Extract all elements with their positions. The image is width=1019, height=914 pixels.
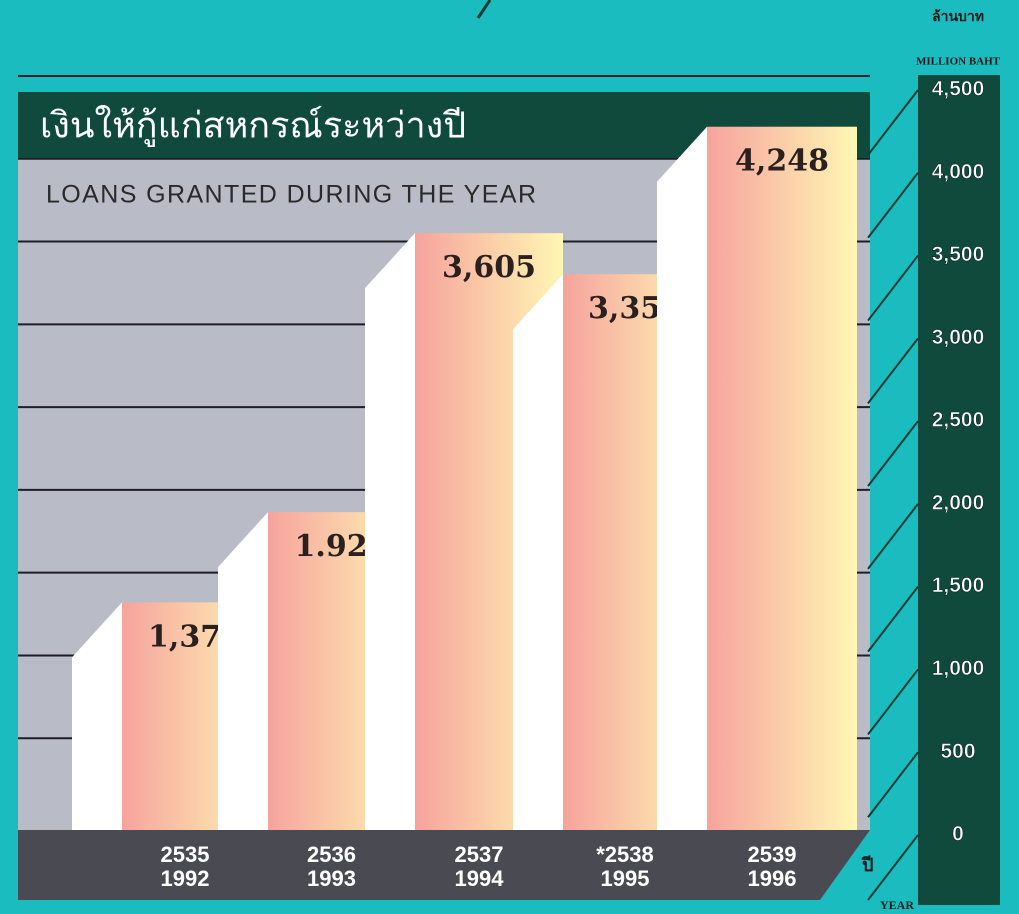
- decoration: [476, 0, 492, 19]
- y-axis-label: MILLION BAHT: [916, 56, 1001, 68]
- y-tick-label: 3,000: [932, 326, 985, 349]
- bar: [707, 126, 857, 831]
- x-tick-label: 2536: [307, 842, 356, 867]
- y-tick-label: 1,500: [932, 574, 985, 597]
- tick-mark: [867, 751, 919, 818]
- y-tick-label: 0: [952, 823, 964, 846]
- chart-subtitle: LOANS GRANTED DURING THE YEAR: [46, 181, 536, 209]
- x-axis-label-th: ปี: [861, 855, 874, 875]
- y-tick-label: 2,000: [932, 491, 985, 514]
- bar-side: [513, 274, 563, 831]
- y-axis-label-th: ล้านบาท: [932, 9, 984, 25]
- tick-mark: [867, 254, 919, 322]
- x-tick-label: *2538: [596, 842, 654, 867]
- x-tick-label: 2535: [161, 842, 210, 867]
- x-tick-label-ad: 1992: [161, 866, 210, 891]
- x-tick-label-ad: 1996: [748, 866, 797, 891]
- bar-side: [365, 233, 415, 830]
- x-axis-label: YEAR: [880, 898, 914, 912]
- x-tick-label-ad: 1993: [307, 866, 356, 891]
- y-tick-label: 1,000: [932, 657, 985, 680]
- tick-mark: [867, 668, 919, 736]
- tick-mark: [867, 503, 919, 570]
- tick-mark: [867, 89, 919, 156]
- tick-mark: [867, 586, 919, 653]
- tick-mark: [867, 172, 919, 239]
- x-tick-label: 2539: [748, 842, 797, 867]
- axis-column: [918, 75, 1000, 905]
- chart-title: เงินให้กู้แก่สหกรณ์ระหว่างปี: [40, 105, 466, 148]
- y-tick-label: 500: [940, 740, 975, 763]
- y-tick-label: 3,500: [932, 243, 985, 266]
- bar-side: [72, 602, 122, 830]
- data-label: 4,248: [735, 144, 829, 179]
- bar-side: [657, 126, 707, 831]
- y-tick-label: 4,500: [932, 78, 985, 101]
- bar-side: [218, 512, 268, 830]
- x-tick-label: 2537: [455, 842, 504, 867]
- x-tick-label-ad: 1995: [601, 866, 650, 891]
- tick-mark: [867, 834, 919, 901]
- data-label: 3,605: [442, 250, 536, 285]
- y-tick-label: 2,500: [932, 409, 985, 432]
- x-tick-label-ad: 1994: [455, 866, 505, 891]
- tick-mark: [867, 337, 919, 404]
- y-tick-label: 4,000: [932, 160, 985, 183]
- tick-mark: [867, 420, 919, 487]
- base-strip: [18, 830, 870, 900]
